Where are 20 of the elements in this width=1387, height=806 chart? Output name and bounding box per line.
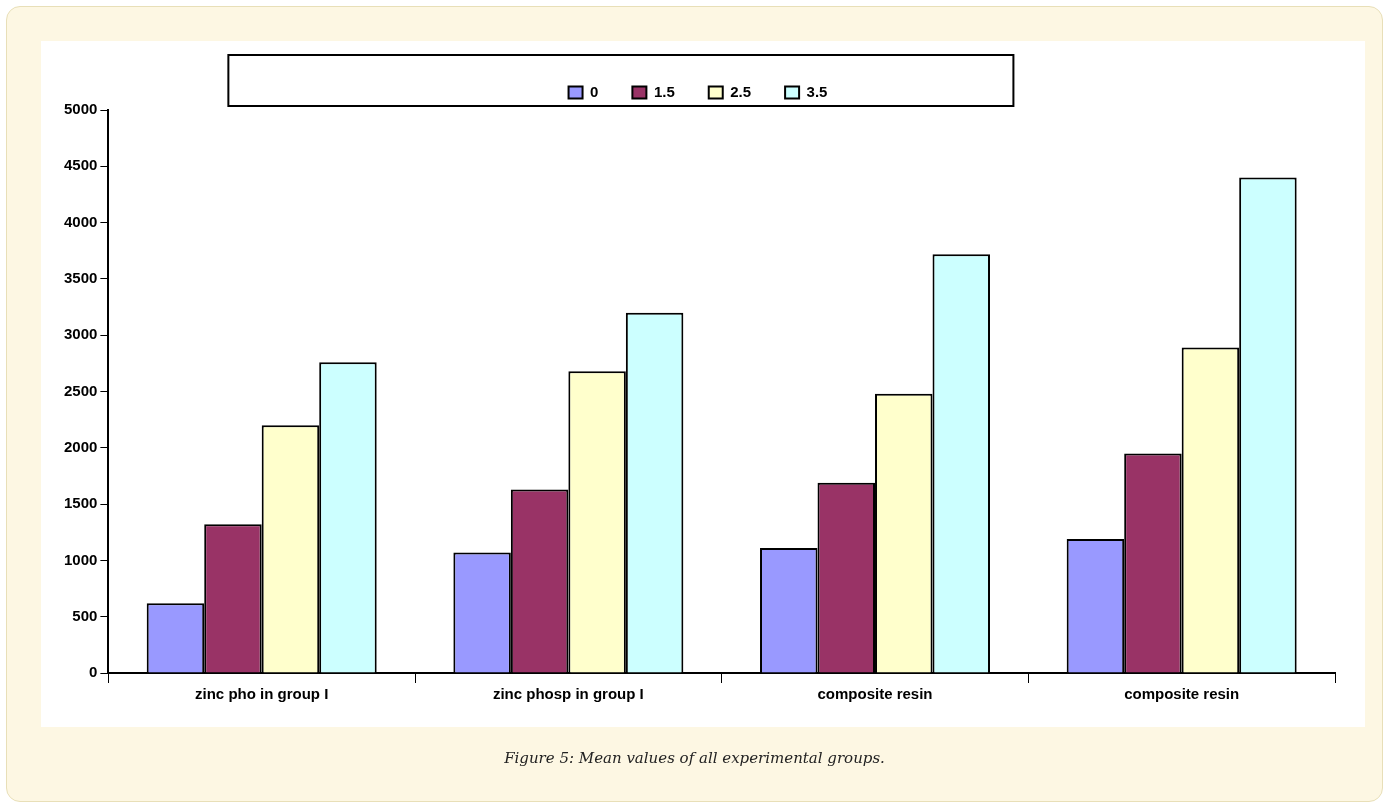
y-tick-label: 5000 (63, 100, 98, 118)
y-tick-label: 1500 (63, 494, 98, 512)
y-tick-label: 0 (89, 663, 98, 681)
legend-label: 1.5 (653, 82, 675, 100)
y-tick-label: 1000 (63, 550, 98, 568)
y-tick-label: 3500 (63, 269, 98, 287)
legend-label: 3.5 (806, 82, 828, 100)
x-tick-label: zinc pho in group I (195, 685, 329, 703)
y-tick-label: 4500 (63, 156, 98, 174)
caption: Figure 5: Mean values of all experimental groups. (503, 749, 886, 767)
x-tick-label: composite resin (817, 685, 933, 703)
x-tick-label: zinc phosp in group I (492, 685, 644, 703)
y-tick-label: 2000 (63, 437, 98, 455)
legend-label: 0 (590, 82, 599, 100)
y-tick-label: 500 (72, 606, 98, 624)
y-tick-label: 2500 (63, 381, 98, 399)
legend-label: 2.5 (730, 82, 752, 100)
y-tick-label: 4000 (63, 212, 98, 230)
x-tick-label: composite resin (1124, 685, 1240, 703)
y-tick-label: 3000 (63, 325, 98, 343)
